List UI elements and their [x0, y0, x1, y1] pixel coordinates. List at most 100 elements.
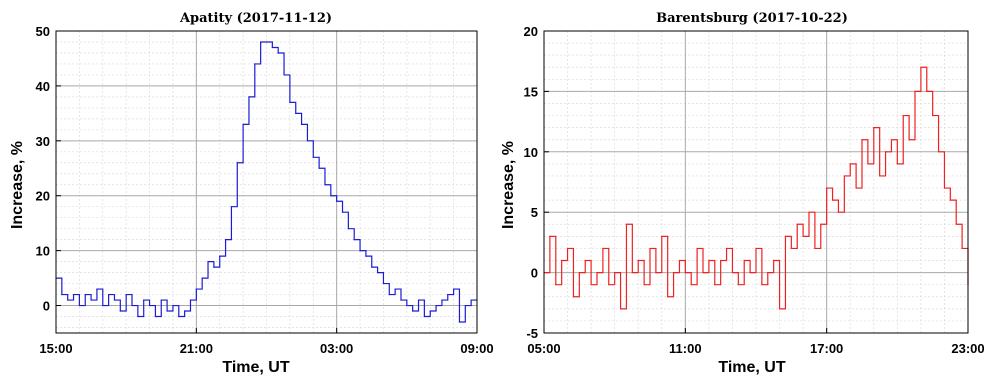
data-point	[96, 288, 98, 290]
data-point	[160, 299, 162, 301]
data-point	[102, 304, 104, 307]
data-point	[108, 293, 110, 296]
x-tick-label: 23:00	[951, 341, 984, 356]
data-point	[271, 46, 273, 49]
data-point	[388, 293, 390, 296]
data-point	[195, 288, 197, 290]
data-point	[708, 259, 710, 262]
data-point	[920, 66, 922, 68]
data-point	[429, 310, 431, 312]
data-point	[178, 315, 180, 318]
data-point	[955, 223, 957, 225]
data-point	[119, 310, 121, 312]
plot-frame	[55, 30, 478, 334]
data-point	[148, 304, 151, 307]
data-point	[949, 199, 951, 201]
data-point	[189, 299, 192, 301]
data-point	[201, 277, 203, 279]
data-point	[353, 239, 355, 241]
data-point	[137, 315, 139, 318]
data-point	[596, 272, 598, 274]
data-point	[643, 284, 645, 286]
data-point	[464, 304, 466, 307]
data-point	[336, 200, 338, 202]
data-point	[67, 299, 69, 301]
data-point	[631, 272, 633, 274]
y-tick-label: 40	[36, 79, 50, 94]
x-tick-label: 05:00	[527, 341, 560, 356]
data-point	[566, 247, 569, 250]
data-point	[661, 235, 663, 237]
y-axis-label: Increase, %	[500, 141, 517, 229]
data-point	[447, 293, 449, 296]
data-point	[737, 284, 739, 286]
data-point	[696, 247, 698, 250]
barentsburg-panel: Barentsburg (2017-10-22) Increase, % Tim…	[500, 11, 985, 376]
data-point	[796, 223, 798, 225]
data-point	[914, 90, 916, 92]
x-tick-label: 21:00	[180, 341, 213, 356]
y-tick-label: 20	[524, 24, 538, 39]
data-point	[655, 272, 657, 274]
data-point	[184, 310, 186, 312]
data-point	[749, 272, 751, 274]
plot-frame	[543, 30, 969, 334]
y-axis-label: Increase, %	[9, 141, 26, 229]
data-point	[826, 187, 828, 189]
data-point	[884, 151, 887, 153]
data-point	[861, 139, 863, 141]
data-point	[731, 272, 734, 274]
data-point	[300, 123, 303, 125]
data-point	[937, 151, 940, 153]
data-point	[714, 284, 716, 286]
data-point	[242, 123, 244, 125]
data-point	[90, 299, 92, 301]
data-point	[831, 199, 834, 201]
x-tick-label: 15:00	[39, 341, 72, 356]
data-point	[406, 304, 408, 307]
y-tick-label: -5	[526, 326, 538, 341]
data-point	[131, 304, 133, 307]
data-point	[908, 139, 910, 141]
data-point	[260, 41, 262, 43]
data-point	[773, 259, 775, 262]
data-point	[625, 223, 628, 225]
y-tick-label: 50	[36, 24, 50, 39]
x-axis-label: Time, UT	[718, 359, 786, 376]
data-point	[236, 162, 238, 164]
data-point	[219, 255, 221, 257]
data-point	[371, 266, 373, 268]
data-point	[441, 299, 443, 301]
data-point	[555, 284, 557, 286]
data-point	[814, 247, 816, 250]
data-point	[330, 195, 332, 197]
data-point	[78, 304, 80, 307]
data-point	[283, 74, 285, 76]
data-point	[230, 206, 233, 208]
data-point	[896, 163, 898, 165]
chart-title: Apatity (2017-11-12)	[179, 11, 332, 26]
data-point	[690, 284, 692, 286]
data-point	[837, 211, 840, 213]
data-point	[578, 272, 580, 274]
data-point	[672, 272, 675, 274]
y-tick-label: 20	[36, 189, 50, 204]
data-point	[590, 284, 592, 286]
data-point	[820, 223, 822, 225]
data-point	[423, 315, 425, 318]
data-point	[790, 247, 792, 250]
data-point	[72, 293, 75, 296]
data-point	[902, 114, 904, 117]
data-point	[359, 250, 361, 252]
x-tick-label: 17:00	[810, 341, 843, 356]
data-point	[166, 310, 168, 312]
data-point	[347, 228, 349, 230]
data-point	[549, 235, 551, 237]
data-point	[602, 247, 604, 250]
y-tick-label: 0	[531, 266, 538, 281]
data-point	[224, 239, 227, 241]
data-point	[720, 259, 722, 262]
chart-title: Barentsburg (2017-10-22)	[656, 11, 848, 26]
data-point	[207, 261, 209, 263]
data-point	[855, 187, 857, 189]
